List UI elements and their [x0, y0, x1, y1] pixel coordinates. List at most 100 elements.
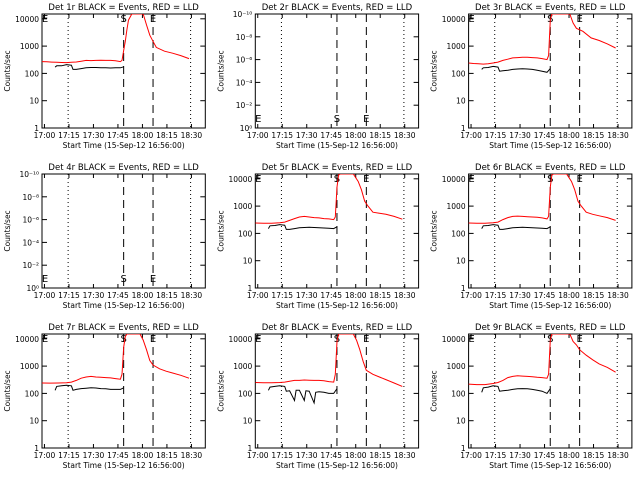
- y-tick-label: 10⁻¹⁰: [19, 170, 39, 179]
- y-tick-label: 100: [451, 69, 466, 78]
- y-tick-label: 100: [238, 389, 253, 398]
- lld-series-line: [468, 334, 616, 386]
- x-tick-label: 17:30: [509, 131, 531, 140]
- y-tick-label: 10⁻²: [22, 261, 39, 270]
- events-series-line: [481, 385, 551, 395]
- x-tick-label: 18:30: [607, 291, 629, 300]
- y-tick-label: 1000: [233, 202, 252, 211]
- events-series-line: [54, 384, 124, 391]
- panel-title: Det 9r BLACK = Events, RED = LLD: [475, 323, 626, 333]
- marker-s: S: [334, 174, 340, 185]
- marker-e: E: [150, 334, 156, 345]
- x-tick-label: 17:30: [296, 451, 318, 460]
- events-series-line: [267, 224, 338, 230]
- y-tick-label: 1000: [447, 42, 466, 51]
- y-tick-label: 10⁻⁸: [22, 193, 39, 202]
- panel-title: Det 2r BLACK = Events, RED = LLD: [262, 3, 413, 13]
- x-tick-label: 17:15: [58, 131, 80, 140]
- marker-s: S: [547, 174, 553, 185]
- y-axis-label: Counts/sec: [430, 370, 439, 411]
- y-tick-label: 10⁰: [26, 284, 39, 293]
- x-tick-label: 17:15: [485, 131, 507, 140]
- x-tick-label: 18:30: [394, 451, 416, 460]
- x-axis-label: Start Time (15-Sep-12 16:56:00): [63, 301, 185, 310]
- y-tick-label: 10000: [228, 175, 252, 184]
- x-axis-label: Start Time (15-Sep-12 16:56:00): [489, 461, 611, 470]
- x-tick-label: 17:00: [460, 131, 482, 140]
- x-tick-label: 18:15: [369, 451, 391, 460]
- marker-s: S: [120, 14, 126, 25]
- marker-e: E: [363, 174, 369, 185]
- y-tick-label: 10: [29, 417, 39, 426]
- y-axis-label: Counts/sec: [216, 210, 225, 251]
- y-tick-label: 10000: [442, 335, 466, 344]
- x-tick-label: 17:00: [247, 451, 269, 460]
- x-axis-label: Start Time (15-Sep-12 16:56:00): [276, 141, 398, 150]
- x-tick-label: 17:30: [509, 291, 531, 300]
- y-tick-label: 10⁻⁴: [236, 78, 253, 87]
- events-series-line: [481, 224, 551, 230]
- x-tick-label: 18:15: [583, 451, 605, 460]
- marker-e: E: [42, 14, 48, 25]
- panel-9: Det 9r BLACK = Events, RED = LLD 17:00 17:…: [430, 323, 633, 470]
- x-tick-label: 17:00: [34, 451, 56, 460]
- x-tick-label: 18:30: [181, 131, 203, 140]
- marker-e: E: [363, 114, 369, 125]
- x-tick-label: 18:15: [156, 451, 178, 460]
- y-axis-label: Counts/sec: [430, 210, 439, 251]
- x-tick-label: 17:30: [83, 451, 105, 460]
- marker-e: E: [468, 334, 474, 345]
- y-axis-label: Counts/sec: [3, 50, 12, 91]
- x-axis-label: Start Time (15-Sep-12 16:56:00): [489, 141, 611, 150]
- panel-title: Det 8r BLACK = Events, RED = LLD: [262, 323, 413, 333]
- x-tick-label: 17:45: [534, 291, 556, 300]
- x-tick-label: 17:15: [58, 291, 80, 300]
- y-axis-label: Counts/sec: [430, 50, 439, 91]
- y-tick-label: 10: [243, 417, 253, 426]
- x-tick-label: 18:15: [369, 291, 391, 300]
- y-axis-label: Counts/sec: [216, 50, 225, 91]
- marker-e: E: [150, 14, 156, 25]
- marker-s: S: [334, 114, 340, 125]
- x-tick-label: 18:30: [607, 451, 629, 460]
- panel-6: Det 6r BLACK = Events, RED = LLD 17:00 17:…: [430, 163, 633, 310]
- y-tick-label: 10⁻²: [236, 101, 253, 110]
- x-axis-label: Start Time (15-Sep-12 16:56:00): [489, 301, 611, 310]
- y-tick-label: 10000: [442, 15, 466, 24]
- x-tick-label: 18:30: [181, 451, 203, 460]
- x-tick-label: 17:45: [107, 291, 129, 300]
- y-tick-label: 1: [34, 124, 39, 133]
- y-axis-label: Counts/sec: [3, 210, 12, 251]
- x-tick-label: 18:00: [132, 451, 154, 460]
- y-tick-label: 10⁰: [240, 124, 253, 133]
- x-tick-label: 17:00: [247, 291, 269, 300]
- y-tick-label: 10⁻⁶: [236, 56, 253, 65]
- x-tick-label: 17:45: [107, 451, 129, 460]
- x-tick-label: 17:00: [460, 291, 482, 300]
- x-tick-label: 17:30: [83, 291, 105, 300]
- y-tick-label: 10000: [442, 175, 466, 184]
- x-tick-label: 17:15: [485, 451, 507, 460]
- lld-series-line: [255, 334, 403, 387]
- x-tick-label: 17:00: [460, 451, 482, 460]
- y-tick-label: 100: [451, 229, 466, 238]
- y-tick-label: 1: [461, 444, 466, 453]
- x-tick-label: 17:30: [296, 291, 318, 300]
- y-tick-label: 10⁻⁸: [236, 33, 253, 42]
- x-tick-label: 17:45: [107, 131, 129, 140]
- events-series-line: [267, 385, 338, 405]
- y-tick-label: 100: [25, 69, 40, 78]
- y-tick-label: 1: [461, 284, 466, 293]
- lld-series-line: [42, 14, 190, 64]
- panel-title: Det 6r BLACK = Events, RED = LLD: [475, 163, 626, 173]
- x-tick-label: 18:00: [558, 291, 580, 300]
- x-tick-label: 18:30: [394, 291, 416, 300]
- events-series-line: [54, 64, 124, 70]
- y-tick-label: 10000: [15, 15, 39, 24]
- y-tick-label: 10: [456, 97, 466, 106]
- x-tick-label: 18:00: [132, 131, 154, 140]
